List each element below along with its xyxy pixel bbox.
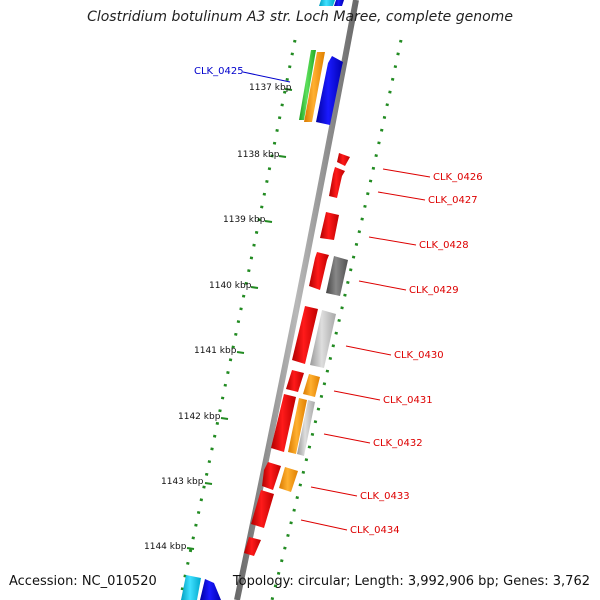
- gene-label-clk-0425: CLK_0425: [194, 66, 244, 77]
- gene-arrow-red: [309, 252, 329, 290]
- leader-line: [323, 433, 371, 444]
- gene-arrow-cyan: [319, 0, 335, 6]
- gene-arrow-red: [329, 167, 345, 198]
- tick-label-1144: 1144 kbp: [144, 542, 187, 552]
- gene-label-clk-0430: CLK_0430: [394, 350, 444, 361]
- inner-dotted-ring: [178, 39, 297, 600]
- leader-line: [358, 280, 407, 291]
- tick-label-1140: 1140 kbp: [209, 281, 252, 291]
- gene-arrow-red: [244, 537, 261, 556]
- tick-label-1138: 1138 kbp: [237, 150, 280, 160]
- leader-line: [310, 486, 358, 497]
- gene-arrow-cyan: [181, 575, 201, 600]
- leader-line: [382, 168, 431, 178]
- tick-label-1139: 1139 kbp: [223, 215, 266, 225]
- outer-dotted-ring: [270, 39, 403, 600]
- gene-arrow-orange: [303, 374, 320, 397]
- label-leader-lines: [242, 71, 431, 531]
- gene-labels: CLK_0425 CLK_0426 CLK_0427 CLK_0428 CLK_…: [194, 66, 483, 536]
- tick-label-1142: 1142 kbp: [178, 412, 221, 422]
- leader-line: [242, 71, 291, 83]
- map-title: Clostridium botulinum A3 str. Loch Maree…: [87, 9, 513, 25]
- leader-line: [345, 345, 392, 356]
- gene-label-clk-0434: CLK_0434: [350, 525, 400, 536]
- gene-label-clk-0427: CLK_0427: [428, 195, 478, 206]
- gene-arrow-red: [262, 462, 281, 490]
- gene-arrow-green: [299, 50, 316, 120]
- tick-mark: [264, 220, 273, 223]
- gene-arrow-red: [292, 306, 318, 364]
- position-tick-labels: 1137 kbp 1138 kbp 1139 kbp 1140 kbp 1141…: [144, 83, 292, 552]
- leader-line: [368, 236, 417, 246]
- gene-arrow-orange: [304, 52, 325, 122]
- gene-label-clk-0426: CLK_0426: [433, 172, 483, 183]
- tick-mark: [250, 286, 259, 289]
- topology-text: Topology: circular; Length: 3,992,906 bp…: [232, 574, 590, 589]
- gene-label-clk-0432: CLK_0432: [373, 438, 423, 449]
- gene-features: [181, 0, 350, 600]
- gene-arrow-red: [251, 490, 274, 528]
- gene-label-clk-0429: CLK_0429: [409, 285, 459, 296]
- gene-arrow-red: [320, 212, 339, 240]
- gene-arrow-red: [271, 394, 296, 452]
- leader-line: [377, 191, 426, 201]
- gene-arrow-light-gray: [297, 400, 315, 456]
- gene-label-clk-0431: CLK_0431: [383, 395, 433, 406]
- tick-label-1141: 1141 kbp: [194, 346, 237, 356]
- tick-mark: [278, 155, 287, 158]
- gene-arrow-orange: [279, 467, 298, 492]
- gene-arrow-light-gray: [310, 310, 336, 368]
- accession-text: Accession: NC_010520: [9, 574, 157, 589]
- tick-label-1137: 1137 kbp: [249, 83, 292, 93]
- tick-mark: [236, 351, 245, 354]
- gene-label-clk-0428: CLK_0428: [419, 240, 469, 251]
- gene-arrow-red: [286, 370, 304, 392]
- tick-mark: [220, 417, 229, 420]
- position-ticks: [186, 88, 293, 550]
- gene-arrow-orange: [288, 398, 307, 454]
- tick-label-1143: 1143 kbp: [161, 477, 204, 487]
- tick-mark: [284, 88, 293, 91]
- leader-line: [333, 390, 381, 401]
- gene-arrow-blue: [316, 56, 343, 125]
- tick-mark: [186, 547, 195, 550]
- gene-arrow-red: [337, 153, 350, 166]
- gene-arrow-blue: [334, 0, 344, 6]
- tick-mark: [204, 482, 213, 485]
- gene-arrow-blue: [200, 579, 221, 600]
- leader-line: [300, 519, 348, 531]
- gene-arrow-dark-gray: [326, 256, 348, 296]
- gene-label-clk-0433: CLK_0433: [360, 491, 410, 502]
